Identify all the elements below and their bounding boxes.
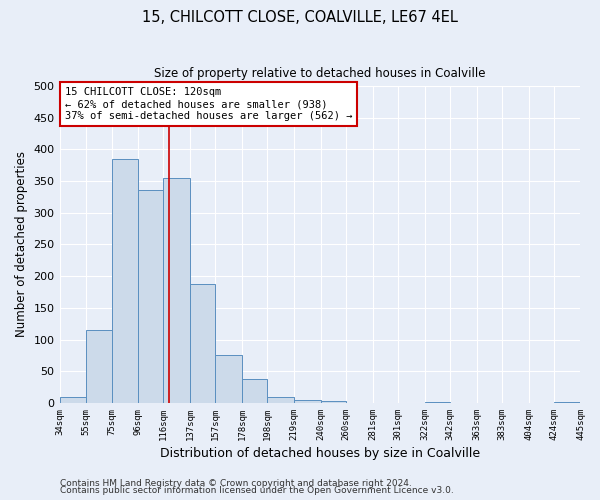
Title: Size of property relative to detached houses in Coalville: Size of property relative to detached ho… <box>154 68 486 80</box>
Bar <box>242 379 268 403</box>
Bar <box>215 356 242 403</box>
Text: Contains public sector information licensed under the Open Government Licence v3: Contains public sector information licen… <box>60 486 454 495</box>
Bar <box>112 159 138 403</box>
Bar <box>138 190 163 403</box>
Bar <box>268 396 294 403</box>
Text: 15 CHILCOTT CLOSE: 120sqm
← 62% of detached houses are smaller (938)
37% of semi: 15 CHILCOTT CLOSE: 120sqm ← 62% of detac… <box>65 88 352 120</box>
Y-axis label: Number of detached properties: Number of detached properties <box>15 152 28 338</box>
Text: 15, CHILCOTT CLOSE, COALVILLE, LE67 4EL: 15, CHILCOTT CLOSE, COALVILLE, LE67 4EL <box>142 10 458 25</box>
Bar <box>163 178 190 403</box>
X-axis label: Distribution of detached houses by size in Coalville: Distribution of detached houses by size … <box>160 447 480 460</box>
Bar <box>86 330 112 403</box>
Bar <box>190 284 215 403</box>
Bar <box>294 400 320 403</box>
Text: Contains HM Land Registry data © Crown copyright and database right 2024.: Contains HM Land Registry data © Crown c… <box>60 478 412 488</box>
Bar <box>320 401 346 403</box>
Bar <box>425 402 450 403</box>
Bar <box>554 402 581 403</box>
Bar <box>59 396 86 403</box>
